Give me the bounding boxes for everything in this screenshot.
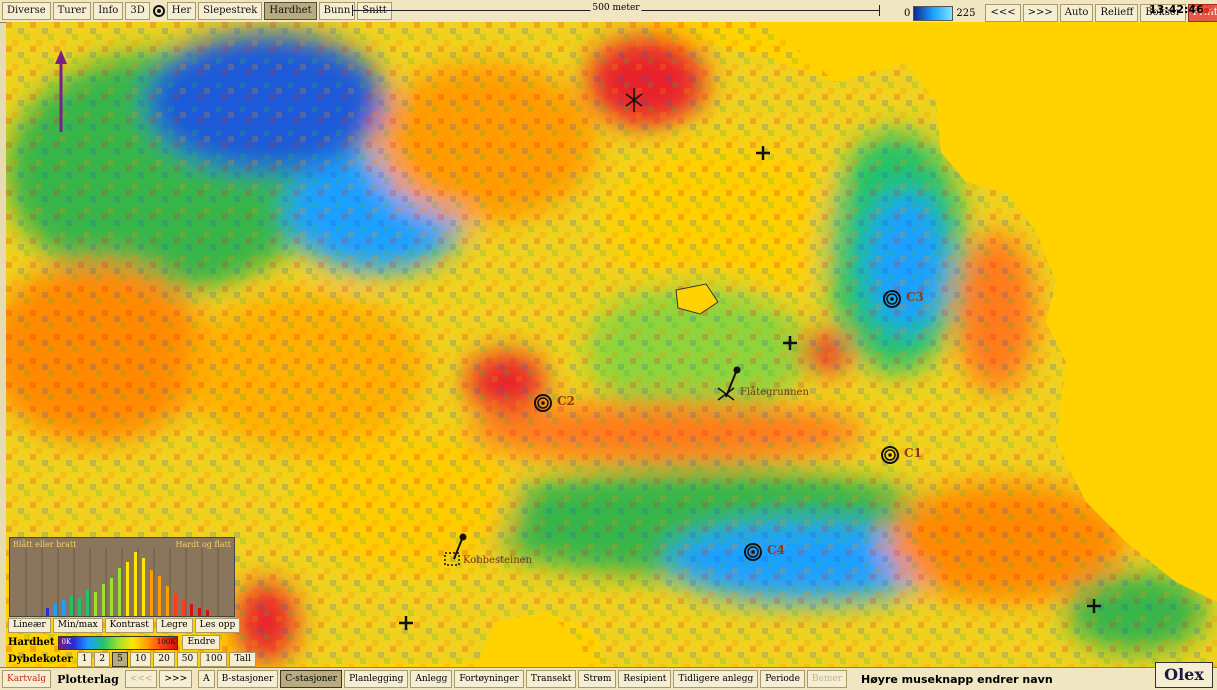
layer-fortoyninger-button[interactable]: Fortøyninger	[454, 670, 524, 688]
hardhet-min: 0K	[61, 637, 72, 646]
3d-button[interactable]: 3D	[125, 2, 150, 20]
scale-label: 500 meter	[590, 3, 642, 13]
layer-a-button[interactable]: A	[198, 670, 215, 688]
station-label-c2[interactable]: C2	[557, 394, 575, 408]
layer-tidligere-anlegg-button[interactable]: Tidligere anlegg	[673, 670, 759, 688]
hardhet-max: 100K	[156, 637, 176, 646]
station-markers	[534, 290, 901, 561]
land-mass-east	[766, 22, 1217, 602]
histogram-bars	[25, 548, 219, 616]
chart-map[interactable]: Flåtegrunnen Kobbesteinen C1 C2 C3 C4 Sn…	[6, 22, 1217, 667]
layer-periode-button[interactable]: Periode	[760, 670, 805, 688]
bunn-button[interactable]: Bunn	[318, 2, 356, 20]
plotterlag-next-button[interactable]: >>>	[159, 670, 193, 688]
status-hint: Høyre museknapp endrer navn	[861, 672, 1053, 686]
her-button[interactable]: Her	[166, 2, 197, 20]
prev-button[interactable]: <<<	[985, 4, 1021, 22]
layer-planlegging-button[interactable]: Planlegging	[344, 670, 409, 688]
cross-marker-icon[interactable]	[1087, 599, 1101, 613]
endre-button[interactable]: Endre	[182, 635, 221, 650]
station-label-c3[interactable]: C3	[906, 290, 924, 304]
layer-anlegg-button[interactable]: Anlegg	[410, 670, 453, 688]
histogram-right-label: Hardt og flatt	[175, 540, 231, 549]
hardhet-row: Hardhet 0K 100K Endre	[8, 635, 240, 650]
cross-markers	[399, 146, 1101, 630]
plotterlag-label: Plotterlag	[57, 672, 119, 686]
next-button[interactable]: >>>	[1022, 4, 1058, 22]
histogram-mode-row: Lineær Min/max Kontrast Legre Les opp	[8, 618, 241, 633]
station-marker-c3[interactable]	[883, 290, 901, 308]
diverse-button[interactable]: Diverse	[2, 2, 51, 20]
north-arrow-icon	[55, 50, 67, 132]
layer-resipient-button[interactable]: Resipient	[618, 670, 672, 688]
bokser-button[interactable]: Bokser	[1140, 4, 1186, 22]
dybde-20-button[interactable]: 20	[153, 652, 175, 667]
dybdekoter-label: Dybdekoter	[8, 654, 73, 665]
layer-c-stasjoner-button[interactable]: C-stasjoner	[280, 670, 343, 688]
station-marker-c1[interactable]	[881, 446, 899, 464]
legend-gradient	[913, 5, 954, 21]
relieff-button[interactable]: Relieff	[1095, 4, 1139, 22]
hardness-control-panel: Lineær Min/max Kontrast Legre Les opp Ha…	[8, 618, 256, 669]
dybde-2-button[interactable]: 2	[94, 652, 111, 667]
station-marker-c2[interactable]	[534, 394, 552, 412]
dybdekoter-row: Dybdekoter 1 2 5 10 20 50 100 Tall	[8, 652, 256, 667]
dybde-50-button[interactable]: 50	[176, 652, 199, 667]
histogram-left-label: Blått eller bratt	[13, 540, 77, 549]
hardness-histogram[interactable]: Blått eller bratt Hardt og flatt	[9, 537, 235, 617]
bottom-status-bar: Kartvalg Plotterlag <<< >>> A B-stasjone…	[0, 667, 1217, 690]
legre-button[interactable]: Legre	[155, 618, 193, 633]
clock: 13:42:46	[1149, 3, 1204, 16]
hardhet-label: Hardhet	[8, 637, 55, 648]
station-marker-c4[interactable]	[744, 543, 762, 561]
legend-min: 0	[904, 7, 911, 19]
dybde-5-button[interactable]: 5	[112, 652, 128, 667]
info-button[interactable]: Info	[93, 2, 124, 20]
station-label-c1[interactable]: C1	[904, 446, 922, 460]
flagpole-icon-flategrunnen[interactable]	[717, 366, 741, 401]
cross-marker-icon[interactable]	[756, 146, 770, 160]
wreck-icon-north[interactable]	[625, 88, 643, 112]
layer-transekt-button[interactable]: Transekt	[525, 670, 577, 688]
flagpole-icon-kobbesteinen[interactable]	[444, 533, 467, 566]
les-opp-button[interactable]: Les opp	[194, 618, 241, 633]
cross-marker-icon[interactable]	[399, 616, 413, 630]
olex-logo[interactable]: Olex	[1155, 662, 1213, 688]
scale-bar: 500 meter	[352, 2, 880, 20]
dybde-tall-button[interactable]: Tall	[229, 652, 256, 667]
minmax-button[interactable]: Min/max	[52, 618, 103, 633]
auto-button[interactable]: Auto	[1059, 4, 1094, 22]
layer-strom-button[interactable]: Strøm	[578, 670, 617, 688]
layer-b-stasjoner-button[interactable]: B-stasjoner	[216, 670, 279, 688]
hardhet-button[interactable]: Hardhet	[264, 2, 317, 20]
plotterlag-prev-button[interactable]: <<<	[124, 670, 158, 688]
slepestrek-button[interactable]: Slepestrek	[198, 2, 263, 20]
place-label-flategrunnen: Flåtegrunnen	[740, 387, 809, 398]
cross-marker-icon[interactable]	[783, 336, 797, 350]
kartvalg-button[interactable]: Kartvalg	[2, 670, 52, 688]
hardhet-gradient[interactable]: 0K 100K	[58, 635, 179, 650]
target-icon[interactable]	[152, 5, 165, 17]
legend-max: 225	[956, 7, 976, 19]
dybde-100-button[interactable]: 100	[200, 652, 228, 667]
sun-icon[interactable]	[1200, 4, 1213, 17]
kontrast-button[interactable]: Kontrast	[104, 618, 154, 633]
dybde-10-button[interactable]: 10	[129, 652, 152, 667]
dybde-1-button[interactable]: 1	[76, 652, 93, 667]
island	[675, 283, 719, 315]
land-mass-southwest	[476, 612, 586, 667]
place-label-kobbesteinen: Kobbesteinen	[463, 555, 533, 566]
station-label-c4[interactable]: C4	[767, 543, 785, 557]
turer-button[interactable]: Turer	[52, 2, 92, 20]
layer-bemer-button[interactable]: Bemer	[806, 670, 848, 688]
depth-legend: 0 225 <<< >>> Auto Relieff Bokser Print	[904, 4, 1217, 22]
linear-button[interactable]: Lineær	[8, 618, 51, 633]
